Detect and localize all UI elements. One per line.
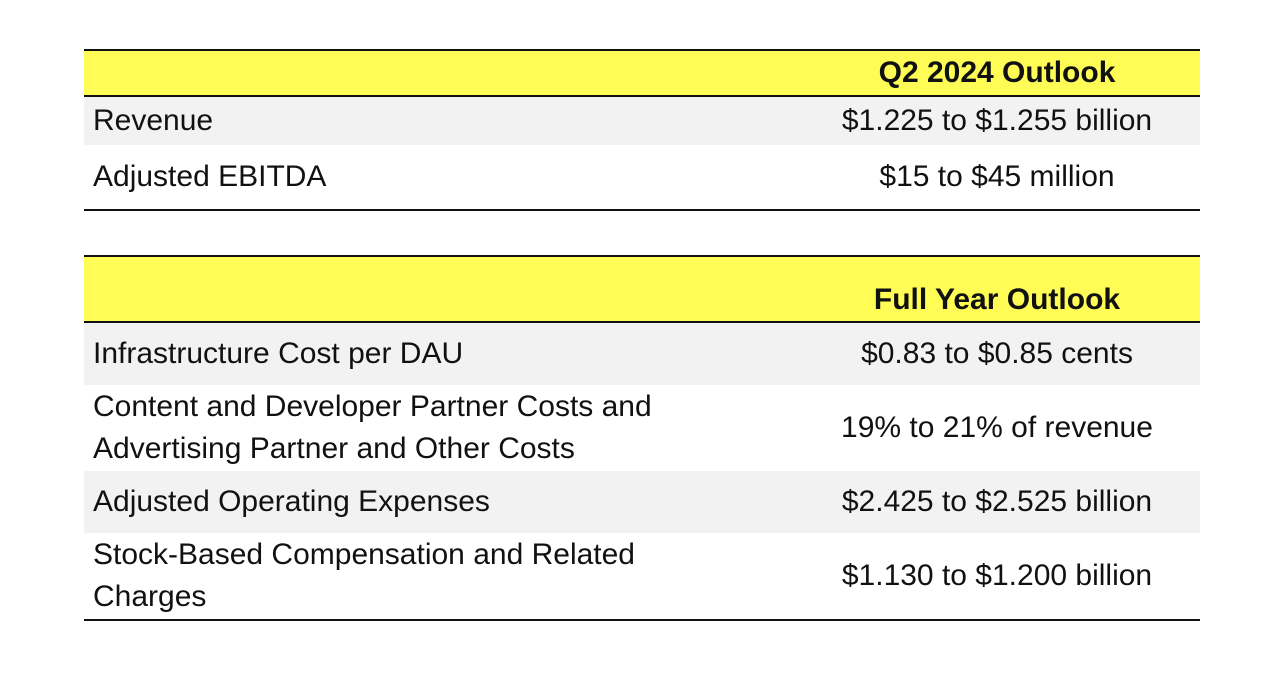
row-value-infrastructure-cost: $0.83 to $0.85 cents — [794, 322, 1200, 385]
q2-outlook-header: Q2 2024 Outlook — [794, 49, 1200, 97]
row-label-stock-based-comp: Stock-Based Compensation and Related Cha… — [84, 533, 794, 621]
table-row: Adjusted Operating Expenses $2.425 to $2… — [84, 471, 1200, 533]
row-label-line: Charges — [93, 580, 207, 613]
row-value-stock-based-comp: $1.130 to $1.200 billion — [794, 533, 1200, 621]
table-row: Stock-Based Compensation and Related Cha… — [84, 533, 1200, 621]
row-label-line: Stock-Based Compensation and Related — [93, 538, 635, 571]
row-label-infrastructure-cost: Infrastructure Cost per DAU — [84, 322, 794, 385]
full-year-outlook-header: Full Year Outlook — [794, 255, 1200, 323]
row-label-adjusted-ebitda: Adjusted EBITDA — [84, 145, 794, 211]
header-label-blank — [84, 49, 794, 97]
table-row: Adjusted EBITDA $15 to $45 million — [84, 145, 1200, 211]
row-value-adjusted-opex: $2.425 to $2.525 billion — [794, 471, 1200, 533]
row-label-line: Content and Developer Partner Costs and — [93, 390, 652, 423]
table-row: Content and Developer Partner Costs and … — [84, 385, 1200, 471]
row-label-adjusted-opex: Adjusted Operating Expenses — [84, 471, 794, 533]
row-label-revenue: Revenue — [84, 96, 794, 145]
row-label-line: Advertising Partner and Other Costs — [93, 432, 575, 465]
full-year-outlook-table: Full Year Outlook Infrastructure Cost pe… — [84, 255, 1200, 621]
table-row: Revenue $1.225 to $1.255 billion — [84, 96, 1200, 145]
table-header-row: Full Year Outlook — [84, 255, 1200, 323]
q2-2024-outlook-table: Q2 2024 Outlook Revenue $1.225 to $1.255… — [84, 49, 1200, 211]
row-label-partner-costs: Content and Developer Partner Costs and … — [84, 385, 794, 471]
table-row: Infrastructure Cost per DAU $0.83 to $0.… — [84, 322, 1200, 385]
row-value-revenue: $1.225 to $1.255 billion — [794, 96, 1200, 145]
header-label-blank — [84, 255, 794, 323]
table-header-row: Q2 2024 Outlook — [84, 49, 1200, 97]
row-value-partner-costs: 19% to 21% of revenue — [794, 385, 1200, 471]
row-value-adjusted-ebitda: $15 to $45 million — [794, 145, 1200, 211]
